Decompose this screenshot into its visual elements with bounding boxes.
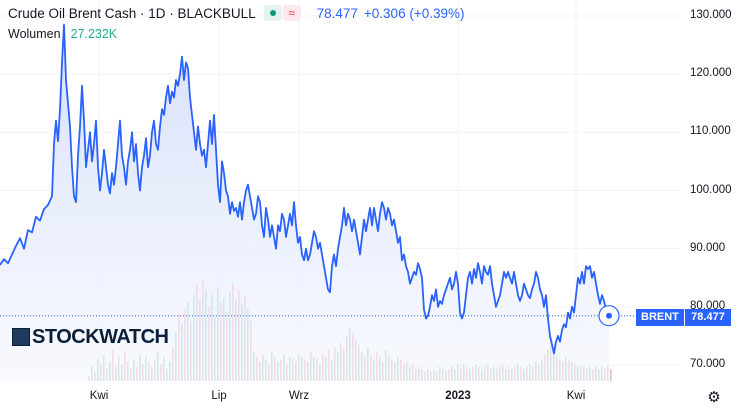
symbol-badge: BRENT: [636, 309, 684, 326]
x-tick-label: Kwi: [89, 390, 109, 402]
symbol-title[interactable]: Crude Oil Brent Cash · 1D · BLACKBULL: [8, 5, 256, 21]
volume-label[interactable]: Wolumen: [8, 27, 61, 41]
y-tick-label: 110.000: [690, 125, 731, 138]
price-badge: 78.477: [684, 309, 731, 326]
y-tick-label: 130.000: [690, 9, 732, 21]
y-tick-label: 100.000: [690, 183, 732, 196]
x-tick-label: Wrz: [288, 390, 310, 402]
chart-legend: Crude Oil Brent Cash · 1D · BLACKBULL ≈ …: [8, 4, 464, 22]
logo-icon: [12, 328, 30, 346]
visibility-dot-icon[interactable]: [263, 5, 282, 21]
y-tick-label: 70.000: [690, 358, 726, 370]
last-price-dot: [606, 312, 612, 319]
x-tick-label: Lip: [211, 390, 227, 402]
volume-bar: [610, 369, 612, 381]
gear-icon[interactable]: ⚙: [707, 389, 721, 406]
wave-icon[interactable]: ≈: [282, 5, 301, 21]
volume-legend: Wolumen 27.232K: [8, 27, 117, 41]
price-change: +0.306 (+0.39%): [363, 5, 465, 21]
volume-value: 27.232K: [70, 27, 118, 41]
price-line: [0, 23, 610, 355]
last-price: 78.477: [316, 5, 358, 21]
price-area: [0, 24, 609, 381]
watermark-logo: STOCKWATCH: [12, 324, 169, 350]
y-tick-label: 90.000: [690, 241, 726, 254]
x-tick-label: 2023: [445, 390, 471, 402]
y-tick-label: 120.000: [690, 67, 732, 80]
watermark-text: STOCKWATCH: [32, 325, 169, 348]
y-tick-label: 80.000: [690, 299, 726, 312]
x-tick-label: Kwi: [566, 390, 586, 402]
